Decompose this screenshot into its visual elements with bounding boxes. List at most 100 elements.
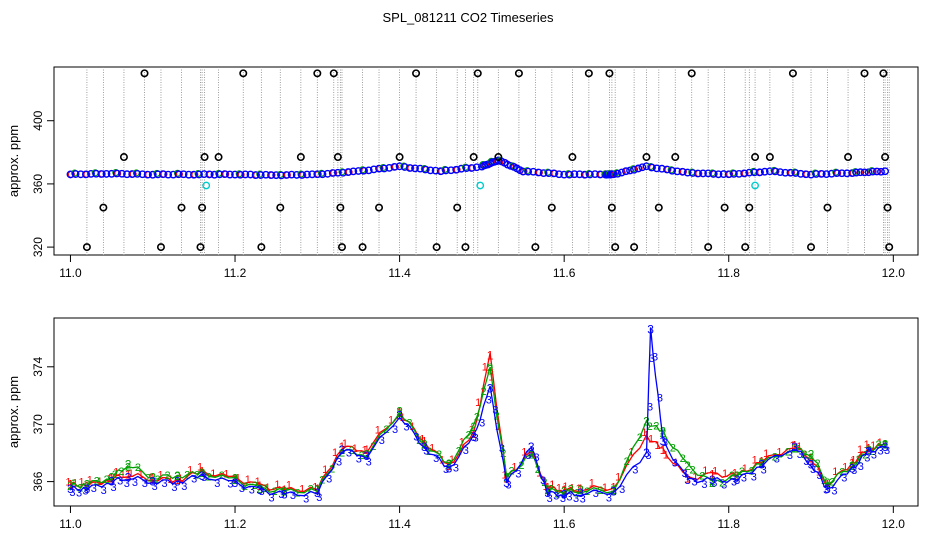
baseline-point: [467, 164, 476, 172]
baseline-point: [256, 171, 265, 179]
series-3-marker: 3: [124, 478, 130, 490]
baseline-point: [609, 170, 618, 179]
baseline-point: [205, 170, 214, 179]
spike-point: [630, 243, 639, 252]
baseline-point: [817, 169, 826, 178]
series-2-marker: 2: [145, 472, 151, 484]
spike-point: [654, 203, 663, 212]
series-3-point: 3: [84, 482, 91, 496]
series-3-marker: 3: [553, 490, 559, 502]
series-2-point: 2: [734, 469, 741, 483]
series-3-marker: 3: [858, 461, 864, 473]
baseline-point: [852, 168, 861, 177]
series-1-marker: 1: [712, 465, 718, 477]
series-1-point: 1: [339, 440, 346, 454]
series-3-marker: 3: [413, 431, 419, 443]
series-3-point: 3: [808, 457, 815, 471]
series-3-marker: 3: [111, 482, 117, 494]
series-1-marker: 1: [312, 482, 318, 494]
spike-point: [568, 153, 577, 162]
series-3-marker: 3: [515, 469, 521, 481]
baseline-point: [807, 170, 815, 179]
baseline-point: [272, 171, 281, 180]
series-1-marker: 1: [332, 447, 338, 459]
series-3-marker: 3: [117, 476, 123, 488]
baseline-point: [519, 167, 527, 176]
baseline-point: [881, 167, 889, 176]
series-3-marker: 3: [259, 486, 265, 498]
series-2-marker: 2: [71, 478, 77, 490]
series-2-marker: 2: [815, 458, 821, 470]
baseline-point: [524, 167, 533, 176]
series-1-marker: 1: [187, 464, 193, 476]
baseline-point: [344, 168, 353, 176]
series-1-marker: 1: [702, 465, 708, 477]
series-1-point: 1: [232, 472, 239, 486]
series-2-point: 2: [446, 457, 453, 471]
series-2-marker: 2: [574, 488, 580, 500]
series-1-marker: 1: [732, 467, 738, 479]
spike-point: [329, 69, 338, 78]
series-2-marker: 2: [487, 362, 493, 374]
baseline-point: [210, 170, 219, 179]
series-2-point: 2: [421, 437, 428, 451]
x-tick-label: 11.6: [553, 517, 576, 531]
series-1-point: 1: [577, 482, 584, 496]
series-1-marker: 1: [576, 483, 582, 495]
bottom-ylabel: approx. ppm: [6, 376, 21, 448]
baseline-point: [102, 170, 111, 178]
spike-point: [765, 153, 774, 162]
baseline-point: [585, 170, 594, 179]
series-1-marker: 1: [235, 473, 241, 485]
series-1-marker: 1: [796, 441, 802, 453]
series-1-marker: 1: [342, 438, 348, 450]
series-2-marker: 2: [719, 477, 725, 489]
baseline-point: [267, 171, 275, 179]
baseline-point: [760, 167, 769, 176]
baseline-point: [189, 170, 198, 179]
baseline-point-green: [613, 169, 621, 177]
series-2-point: 2: [561, 485, 568, 499]
series-3-point: 3: [67, 482, 74, 496]
series-1-marker: 1: [641, 427, 647, 439]
series-1-marker: 1: [223, 468, 229, 480]
series-2-marker: 2: [561, 489, 567, 501]
series-3-marker: 3: [645, 450, 651, 462]
series-1-point: 1: [363, 443, 370, 457]
series-3-point: 3: [108, 475, 115, 489]
y-tick-label: 400: [31, 110, 45, 130]
series-3-marker: 3: [810, 464, 816, 476]
series-1-marker: 1: [138, 469, 144, 481]
series-3-marker: 3: [142, 478, 148, 490]
series-3-marker: 3: [649, 353, 655, 365]
series-1-marker: 1: [475, 397, 481, 409]
series-3-marker: 3: [606, 493, 612, 505]
series-3-marker: 3: [171, 482, 177, 494]
series-1-point: 1: [610, 480, 617, 494]
series-3-point: 3: [256, 483, 263, 497]
series-3-marker: 3: [831, 485, 837, 497]
series-3-marker: 3: [101, 485, 107, 497]
series-2-marker: 2: [194, 469, 200, 481]
series-3-marker: 3: [423, 445, 429, 457]
series-3-marker: 3: [682, 468, 688, 480]
series-3-point: 3: [470, 430, 477, 444]
series-2-marker: 2: [555, 488, 561, 500]
series-3-marker: 3: [506, 480, 512, 492]
x-tick-label: 11.0: [59, 266, 82, 280]
baseline-point: [868, 167, 877, 176]
series-1-marker: 1: [375, 425, 381, 437]
y-tick-label: 320: [31, 237, 45, 257]
series-3-point: 3: [882, 440, 889, 454]
series-1-marker: 1: [602, 482, 608, 494]
series-3-point: 3: [528, 440, 535, 454]
spike-point: [883, 203, 892, 212]
series-3-marker: 3: [152, 481, 158, 493]
series-1-point: 1: [544, 480, 551, 494]
series-1-marker: 1: [286, 480, 292, 492]
spike-point: [276, 203, 285, 212]
x-tick-label: 11.4: [388, 266, 411, 280]
spike-point: [844, 153, 853, 162]
series-1-marker: 1: [776, 447, 782, 459]
series-2-point: 2: [396, 404, 403, 418]
